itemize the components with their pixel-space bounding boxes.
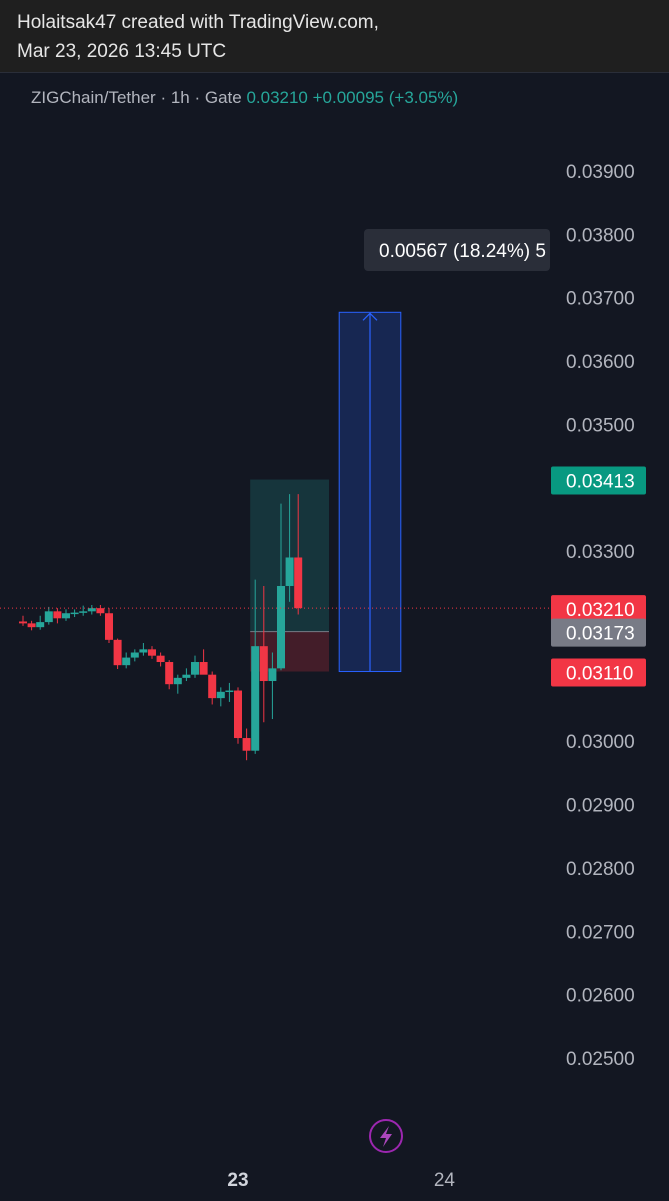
y-tick-label: 0.02500 (566, 1049, 635, 1070)
y-tick-label: 0.03000 (566, 732, 635, 753)
measure-tooltip-text: 0.00567 (18.24%) 5 (379, 241, 546, 262)
x-tick-label: 23 (227, 1170, 248, 1191)
flash-button[interactable] (369, 1119, 403, 1153)
price-chart[interactable]: 0.03900 0.03800 0.03700 0.03600 0.03500 0.033… (0, 72, 669, 1200)
y-tick-label: 0.02900 (566, 796, 635, 817)
candle[interactable] (53, 611, 62, 619)
candle[interactable] (62, 613, 70, 619)
x-tick-label: 24 (434, 1170, 456, 1191)
candle[interactable] (199, 662, 208, 675)
candle[interactable] (191, 662, 199, 675)
chart-header: Holaitsak47 created with TradingView.com… (0, 0, 669, 72)
candle[interactable] (148, 649, 156, 656)
lightning-icon (380, 1126, 392, 1147)
candle[interactable] (216, 691, 225, 699)
candle[interactable] (36, 622, 45, 628)
last-price-badge-text: 0.03210 (566, 600, 635, 621)
y-tick-label: 0.02700 (566, 922, 635, 943)
change-label: +0.00095 (+3.05%) (312, 88, 459, 107)
timestamp-line: Mar 23, 2026 13:45 UTC (17, 41, 227, 62)
candle[interactable] (105, 613, 113, 640)
target-price-badge[interactable] (551, 466, 646, 495)
stop-price-badge-text: 0.03110 (566, 664, 633, 685)
stop-price-badge[interactable] (551, 658, 646, 687)
last-price-label: 0.03210 (246, 88, 308, 107)
symbol-label: ZIGChain/Tether · 1h · Gate (31, 88, 242, 107)
y-tick-label: 0.03300 (566, 542, 635, 563)
candle[interactable] (130, 652, 139, 658)
y-tick-label: 0.02600 (566, 986, 635, 1007)
author-line: Holaitsak47 created with TradingView.com… (17, 12, 379, 33)
candle[interactable] (173, 677, 182, 685)
candle[interactable] (251, 646, 260, 751)
candle[interactable] (27, 623, 36, 628)
candle[interactable] (165, 662, 174, 685)
candle[interactable] (156, 655, 165, 663)
candle[interactable] (44, 611, 53, 623)
candle[interactable] (87, 608, 96, 612)
measure-tooltip (364, 229, 550, 271)
symbol-legend[interactable]: ZIGChain/Tether · 1h · Gate 0.03210 +0.0… (31, 88, 458, 108)
entry-price-badge[interactable] (551, 618, 646, 647)
candle[interactable] (268, 668, 277, 682)
candle[interactable] (113, 639, 122, 666)
candle[interactable] (19, 621, 27, 624)
y-tick-label: 0.03500 (566, 415, 635, 436)
candle[interactable] (294, 557, 303, 609)
candle[interactable] (277, 585, 285, 669)
target-price-badge-text: 0.03413 (566, 472, 635, 493)
y-tick-label: 0.02800 (566, 859, 635, 880)
candle[interactable] (208, 674, 217, 699)
y-tick-label: 0.03600 (566, 352, 635, 373)
y-tick-label: 0.03800 (566, 225, 635, 246)
candle[interactable] (285, 557, 294, 586)
y-tick-label: 0.03700 (566, 289, 635, 310)
candle[interactable] (70, 612, 79, 615)
candle[interactable] (225, 690, 234, 693)
measure-arrow-head-icon (362, 312, 378, 321)
candle[interactable] (96, 608, 105, 614)
candle[interactable] (122, 657, 131, 666)
candle[interactable] (259, 646, 268, 682)
candle[interactable] (182, 674, 191, 678)
candle[interactable] (242, 738, 251, 751)
candle[interactable] (234, 690, 242, 739)
y-tick-label: 0.03900 (566, 162, 635, 183)
candle[interactable] (139, 649, 148, 653)
entry-price-badge-text: 0.03173 (566, 624, 635, 645)
candle[interactable] (79, 611, 88, 613)
